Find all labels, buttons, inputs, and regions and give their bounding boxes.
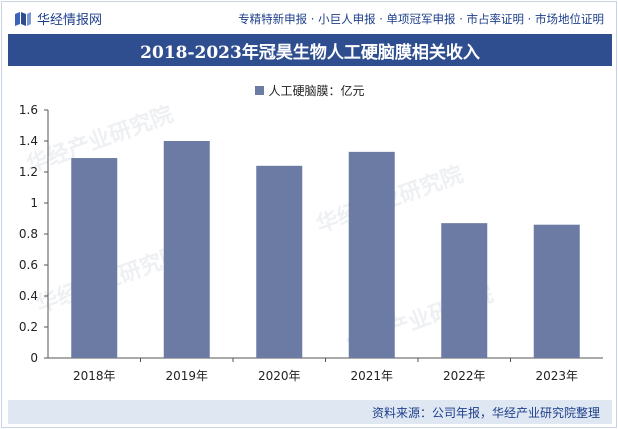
chart-plot: 0 0.2 0.4 0.6 0.8 1 1.2 1.4 1.6 2018年 2019年 2020年 20… [19,103,603,383]
chart-title: 2018-2023年冠昊生物人工硬脑膜相关收入 [140,42,480,63]
legend: 人工硬脑膜：亿元 [2,82,618,99]
bar [256,165,303,358]
x-tick-label: 2022年 [443,369,486,383]
y-tick-label: 0.4 [19,289,38,303]
y-tick-label: 0.6 [19,258,38,272]
y-tick-label: 1.6 [19,103,38,117]
brand-name: 华经情报网 [37,13,103,28]
bar [533,224,580,358]
y-tick-label: 0.2 [19,320,38,334]
bar [163,141,210,358]
x-tick-label: 2018年 [73,369,116,383]
bar [71,158,118,358]
top-nav[interactable]: 专精特新申报 · 小巨人申报 · 单项冠军申报 · 市占率证明 · 市场地位证明 [238,12,604,26]
y-tick-label: 0.8 [19,227,38,241]
brand-logo-icon [15,11,31,26]
top-bar: 华经情报网 专精特新申报 · 小巨人申报 · 单项冠军申报 · 市占率证明 · … [2,2,618,32]
x-tick-label: 2023年 [535,369,578,383]
y-tick-label: 1 [30,196,38,210]
bar [441,223,488,358]
y-tick-label: 0 [30,351,38,365]
title-bar: 2018-2023年冠昊生物人工硬脑膜相关收入 [8,34,612,66]
x-tick-label: 2020年 [258,369,301,383]
x-tick-label: 2021年 [350,369,393,383]
legend-swatch [255,86,265,95]
source-note: 资料来源：公司年报，华经产业研究院整理 [371,405,600,420]
brand[interactable]: 华经情报网 [14,9,102,28]
legend-label: 人工硬脑膜：亿元 [268,84,365,98]
x-tick-label: 2019年 [165,369,208,383]
footer: 资料来源：公司年报，华经产业研究院整理 [8,400,612,424]
y-tick-label: 1.2 [19,165,38,179]
bar [348,151,395,358]
y-tick-label: 1.4 [19,134,38,148]
